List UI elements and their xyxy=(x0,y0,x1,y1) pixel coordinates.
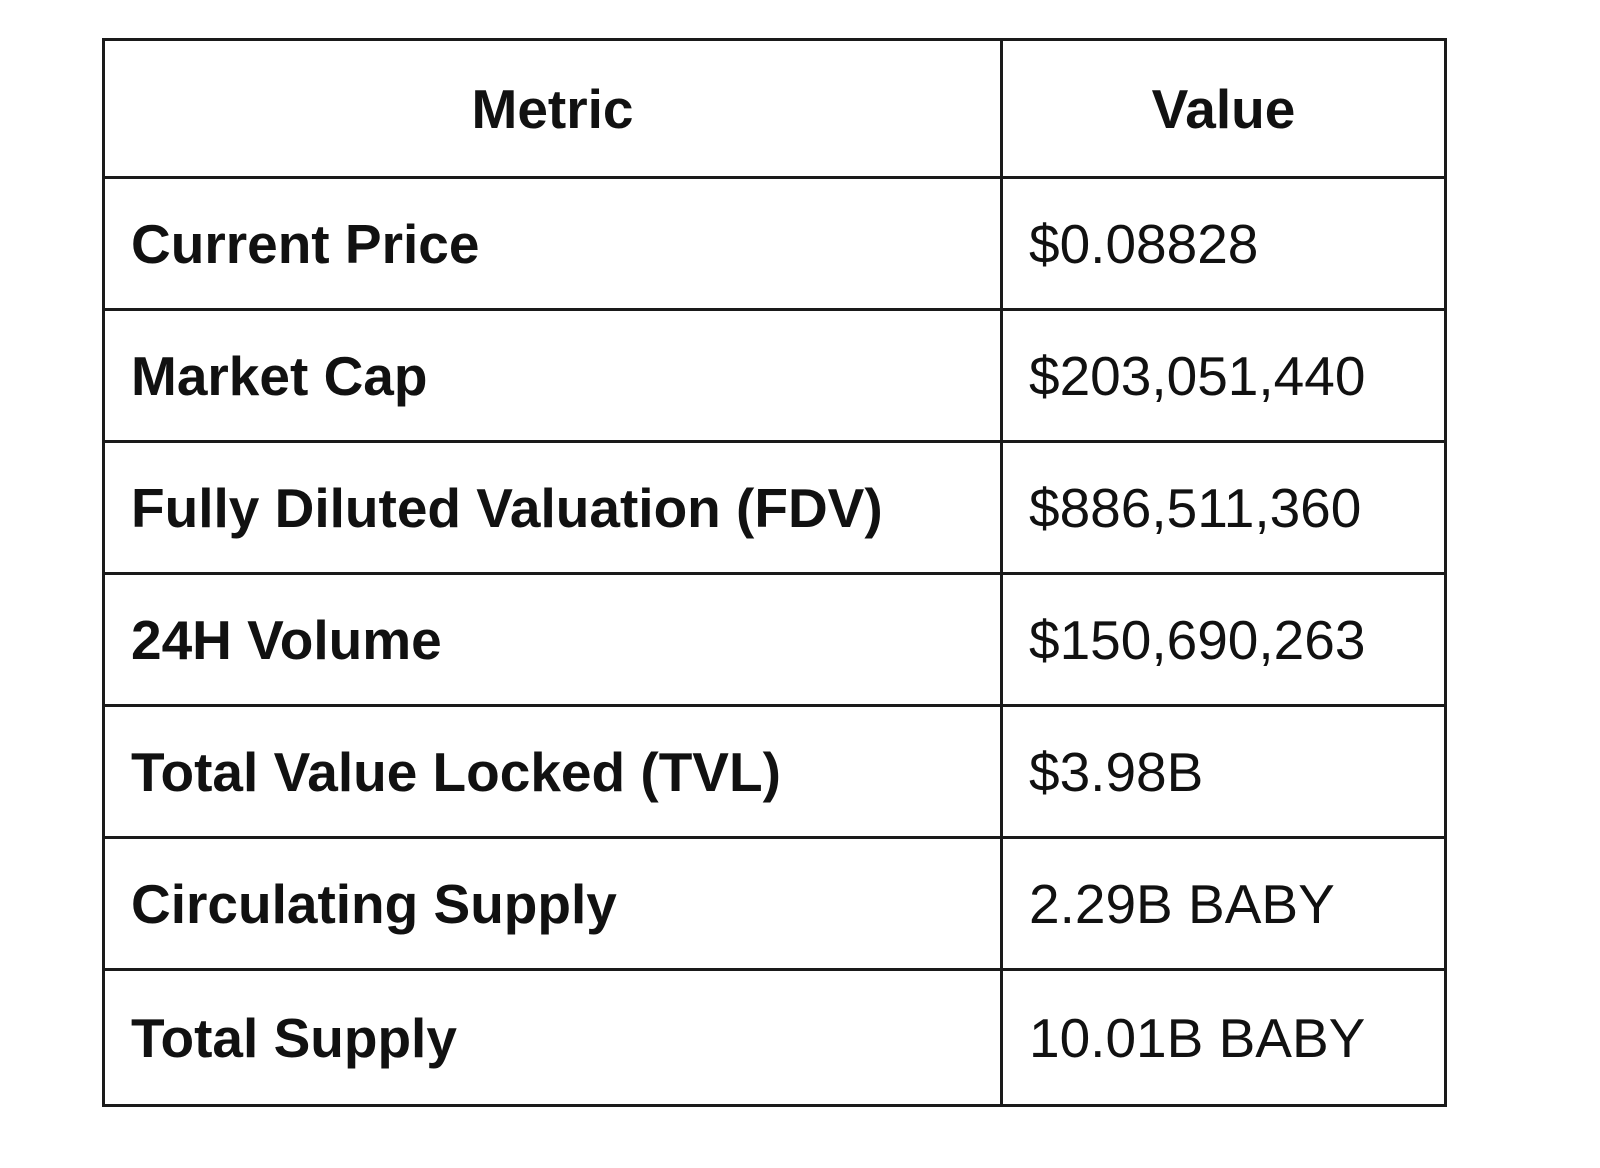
table-row: Circulating Supply 2.29B BABY xyxy=(102,836,1447,971)
metric-total-supply: Total Supply xyxy=(102,968,1003,1107)
header-value: Value xyxy=(1000,38,1447,179)
value-tvl: $3.98B xyxy=(1000,704,1447,839)
metric-24h-volume: 24H Volume xyxy=(102,572,1003,707)
table-header-row: Metric Value xyxy=(102,38,1447,179)
metric-fdv: Fully Diluted Valuation (FDV) xyxy=(102,440,1003,575)
value-market-cap: $203,051,440 xyxy=(1000,308,1447,443)
table-row: Total Supply 10.01B BABY xyxy=(102,968,1447,1107)
metric-market-cap: Market Cap xyxy=(102,308,1003,443)
value-total-supply: 10.01B BABY xyxy=(1000,968,1447,1107)
table-row: Fully Diluted Valuation (FDV) $886,511,3… xyxy=(102,440,1447,575)
metrics-table: Metric Value Current Price $0.08828 Mark… xyxy=(102,38,1447,1107)
header-metric: Metric xyxy=(102,38,1003,179)
metric-current-price: Current Price xyxy=(102,176,1003,311)
value-circulating-supply: 2.29B BABY xyxy=(1000,836,1447,971)
table-row: Market Cap $203,051,440 xyxy=(102,308,1447,443)
table-row: Total Value Locked (TVL) $3.98B xyxy=(102,704,1447,839)
table-row: 24H Volume $150,690,263 xyxy=(102,572,1447,707)
table-row: Current Price $0.08828 xyxy=(102,176,1447,311)
value-fdv: $886,511,360 xyxy=(1000,440,1447,575)
value-current-price: $0.08828 xyxy=(1000,176,1447,311)
value-24h-volume: $150,690,263 xyxy=(1000,572,1447,707)
metric-tvl: Total Value Locked (TVL) xyxy=(102,704,1003,839)
metric-circulating-supply: Circulating Supply xyxy=(102,836,1003,971)
